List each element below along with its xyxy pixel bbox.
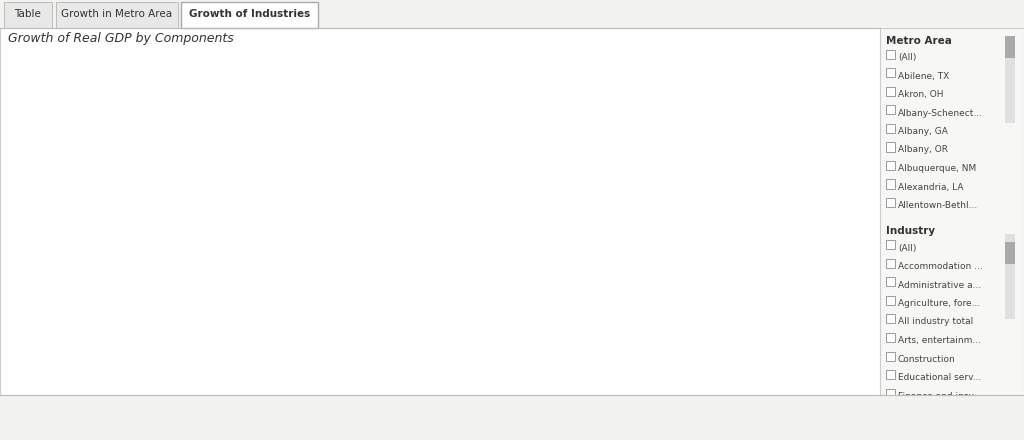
- Text: Allentown-Bethl...: Allentown-Bethl...: [898, 201, 978, 210]
- Text: Table: Table: [14, 9, 41, 19]
- Text: Click to highlight: Click to highlight: [609, 317, 878, 353]
- Text: 𝄢 Share    ⬇ Download: 𝄢 Share ⬇ Download: [884, 410, 993, 420]
- Text: Tabs show different views: Tabs show different views: [196, 13, 483, 26]
- Text: Industry: Industry: [886, 227, 935, 236]
- Text: Abilene, TX: Abilene, TX: [898, 71, 949, 81]
- Text: Albuquerque, NM: Albuquerque, NM: [898, 164, 976, 173]
- Text: (All): (All): [898, 53, 916, 62]
- Text: Finance and insu...: Finance and insu...: [898, 392, 983, 400]
- Text: Government: Government: [902, 431, 958, 440]
- Text: 2 views | more by this author: 2 views | more by this author: [440, 425, 584, 435]
- Text: Accommodation ...: Accommodation ...: [898, 262, 983, 271]
- Text: Growth of Industries: Growth of Industries: [188, 9, 310, 19]
- Title: Wichita, KS: Wichita, KS: [709, 28, 772, 38]
- Text: Growth in Metro Area: Growth in Metro Area: [61, 9, 173, 19]
- Text: ⊕ +tableau: ⊕ +tableau: [478, 404, 546, 417]
- Text: (All): (All): [898, 243, 916, 253]
- Text: Industry: Industry: [886, 415, 935, 425]
- Text: Alexandria, LA: Alexandria, LA: [898, 183, 964, 191]
- Text: Metro Area: Metro Area: [886, 36, 952, 46]
- Text: Select one or more: Select one or more: [630, 13, 878, 79]
- Text: Arts, entertainm...: Arts, entertainm...: [898, 336, 981, 345]
- Text: Construction: Construction: [898, 355, 955, 363]
- Text: Akron, OH: Akron, OH: [898, 90, 943, 99]
- Title: Cedar Rapids, IA: Cedar Rapids, IA: [139, 28, 230, 38]
- Text: Select one or more: Select one or more: [589, 169, 878, 212]
- Y-axis label: % Difference in Real GDP: % Difference in Real GDP: [2, 142, 12, 273]
- Text: Albany, GA: Albany, GA: [898, 127, 948, 136]
- Text: Growth of Real GDP by Components: Growth of Real GDP by Components: [8, 33, 233, 45]
- Text: ← Undo  → Redo  |← Reset: ← Undo → Redo |← Reset: [20, 410, 147, 421]
- Text: Albany, OR: Albany, OR: [898, 146, 948, 154]
- Title: Topeka, KS: Topeka, KS: [432, 28, 493, 38]
- Text: Educational serv...: Educational serv...: [898, 373, 981, 382]
- Text: Albany-Schenect...: Albany-Schenect...: [898, 109, 983, 117]
- Text: All industry total: All industry total: [898, 318, 973, 326]
- Text: Administrative a...: Administrative a...: [898, 281, 981, 290]
- Text: Agriculture, fore...: Agriculture, fore...: [898, 299, 980, 308]
